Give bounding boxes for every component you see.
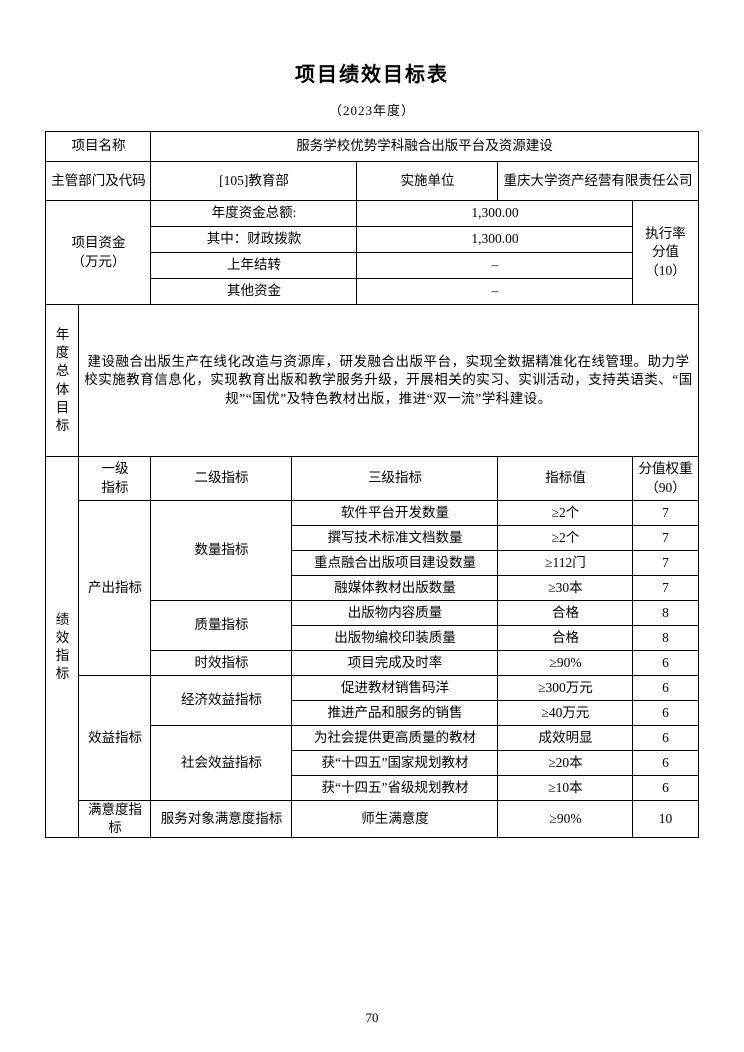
indicator-value: 合格 <box>497 600 634 626</box>
funding-total-label: 年度资金总额: <box>150 200 358 227</box>
indicator-weight: 7 <box>632 500 699 526</box>
indicator-value: 成效明显 <box>497 725 634 751</box>
indicator-name: 项目完成及时率 <box>291 650 499 676</box>
indicator-name: 重点融合出版项目建设数量 <box>291 550 499 576</box>
level2-social-benefit-indicator: 社会效益指标 <box>150 725 293 801</box>
funding-label: 项目资金 （万元） <box>45 200 152 305</box>
page-number: 70 <box>365 1010 379 1025</box>
indicator-value: ≥2个 <box>497 500 634 526</box>
indicator-value: ≥2个 <box>497 525 634 551</box>
indicator-value: ≥90% <box>497 799 634 839</box>
table-row: 绩效指标 一级 指标 二级指标 三级指标 指标值 分值权重 （90） <box>45 455 699 839</box>
indicator-name: 为社会提供更高质量的教材 <box>291 725 499 751</box>
indicator-name: 师生满意度 <box>291 799 499 839</box>
table-row: 项目资金 （万元） 年度资金总额: 1,300.00 执行率 分值 （10） <box>45 200 699 305</box>
table-row: 上年结转 – <box>46 252 698 279</box>
funding-other-label: 其他资金 <box>150 278 358 305</box>
level1-satisfaction-indicator: 满意度指标 <box>78 799 152 839</box>
table-row: 年度总体目标 建设融合出版生产在线化改造与资源库，研发融合出版平台，实现全数据精… <box>45 304 699 457</box>
funding-fiscal-label: 其中：财政拨款 <box>150 226 358 253</box>
indicator-weight: 6 <box>632 725 699 751</box>
execution-rate-score-label: 执行率 分值 （10） <box>632 200 699 305</box>
table-row: 其他资金 – <box>46 278 698 305</box>
table-row: 其中：财政拨款 1,300.00 <box>46 226 698 253</box>
project-name-value: 服务学校优势学科融合出版平台及资源建设 <box>150 131 699 162</box>
indicator-weight: 6 <box>632 775 699 801</box>
table-row: 效益指标 经济效益指标 促进教材销售码洋 ≥300万元 6 <box>46 675 699 801</box>
indicator-name: 软件平台开发数量 <box>291 500 499 526</box>
funding-carryover-label: 上年结转 <box>150 252 358 279</box>
indicator-name: 融媒体教材出版数量 <box>291 575 499 601</box>
page-subtitle: （2023年度） <box>328 103 415 118</box>
indicator-weight: 8 <box>632 625 699 651</box>
header-indicator-value: 指标值 <box>497 456 634 501</box>
level2-quantity-indicator: 数量指标 <box>150 500 293 601</box>
level2-timeliness-indicator: 时效指标 <box>150 650 293 676</box>
level2-quality-indicator: 质量指标 <box>150 600 293 651</box>
funding-carryover-value: – <box>356 252 634 279</box>
level1-output-indicator: 产出指标 <box>78 500 152 676</box>
indicator-value: ≥112门 <box>497 550 634 576</box>
indicator-weight: 7 <box>632 550 699 576</box>
header-score-weight: 分值权重 （90） <box>632 456 699 501</box>
indicator-weight: 8 <box>632 600 699 626</box>
dept-code-value: [105]教育部 <box>150 161 358 201</box>
table-row: 重点融合出版项目建设数量 ≥112门 7 <box>46 550 699 576</box>
table-row: 融媒体教材出版数量 ≥30本 7 <box>46 575 699 601</box>
indicator-name: 获“十四五”国家规划教材 <box>291 750 499 776</box>
table-row: 满意度指标 服务对象满意度指标 师生满意度 ≥90% 10 <box>46 799 699 839</box>
indicator-value: ≥300万元 <box>497 675 634 701</box>
indicator-weight: 6 <box>632 650 699 676</box>
indicator-weight: 6 <box>632 750 699 776</box>
annual-goal-label: 年度总体目标 <box>45 304 80 457</box>
indicator-weight: 7 <box>632 525 699 551</box>
table-row: 时效指标 项目完成及时率 ≥90% 6 <box>46 650 699 676</box>
funding-other-value: – <box>356 278 634 305</box>
performance-indicators-label: 绩效指标 <box>45 455 80 839</box>
impl-unit-value: 重庆大学资产经营有限责任公司 <box>497 161 699 201</box>
funding-fiscal-value: 1,300.00 <box>356 226 634 253</box>
indicator-name: 获“十四五”省级规划教材 <box>291 775 499 801</box>
funding-total-value: 1,300.00 <box>356 200 634 227</box>
table-row: 撰写技术标准文档数量 ≥2个 7 <box>46 525 699 551</box>
dept-code-label: 主管部门及代码 <box>45 161 152 201</box>
indicator-name: 出版物编校印装质量 <box>291 625 499 651</box>
annual-goal-text: 建设融合出版生产在线化改造与资源库，研发融合出版平台，实现全数据精准化在线管理。… <box>78 304 699 457</box>
table-row: 出版物编校印装质量 合格 8 <box>46 625 699 651</box>
indicator-value: 合格 <box>497 625 634 651</box>
header-level1-indicator: 一级 指标 <box>78 456 152 501</box>
indicator-weight: 7 <box>632 575 699 601</box>
table-row: 获“十四五”省级规划教材 ≥10本 6 <box>46 775 699 801</box>
table-row: 推进产品和服务的销售 ≥40万元 6 <box>46 700 699 726</box>
indicator-name: 撰写技术标准文档数量 <box>291 525 499 551</box>
indicator-value: ≥20本 <box>497 750 634 776</box>
header-level2-indicator: 二级指标 <box>150 456 293 501</box>
indicator-name: 推进产品和服务的销售 <box>291 700 499 726</box>
indicator-name: 促进教材销售码洋 <box>291 675 499 701</box>
table-row: 项目名称 服务学校优势学科融合出版平台及资源建设 <box>45 131 699 162</box>
indicator-name: 出版物内容质量 <box>291 600 499 626</box>
table-row: 社会效益指标 为社会提供更高质量的教材 成效明显 6 <box>46 725 699 801</box>
indicator-value: ≥40万元 <box>497 700 634 726</box>
indicator-value: ≥10本 <box>497 775 634 801</box>
indicator-value: ≥90% <box>497 650 634 676</box>
impl-unit-label: 实施单位 <box>356 161 499 201</box>
header-level3-indicator: 三级指标 <box>291 456 499 501</box>
level1-benefit-indicator: 效益指标 <box>78 675 152 801</box>
table-row: 产出指标 数量指标 软件平台开发数量 ≥2个 7 <box>46 500 699 676</box>
project-name-label: 项目名称 <box>45 131 152 162</box>
level2-service-satisfaction-indicator: 服务对象满意度指标 <box>150 799 293 839</box>
page-title: 项目绩效目标表 <box>295 64 449 86</box>
indicator-weight: 10 <box>632 799 699 839</box>
indicator-weight: 6 <box>632 675 699 701</box>
performance-target-table: 项目名称 服务学校优势学科融合出版平台及资源建设 主管部门及代码 [105]教育… <box>45 131 699 839</box>
indicator-weight: 6 <box>632 700 699 726</box>
level2-economic-benefit-indicator: 经济效益指标 <box>150 675 293 726</box>
indicator-value: ≥30本 <box>497 575 634 601</box>
table-row: 主管部门及代码 [105]教育部 实施单位 重庆大学资产经营有限责任公司 <box>45 161 699 201</box>
